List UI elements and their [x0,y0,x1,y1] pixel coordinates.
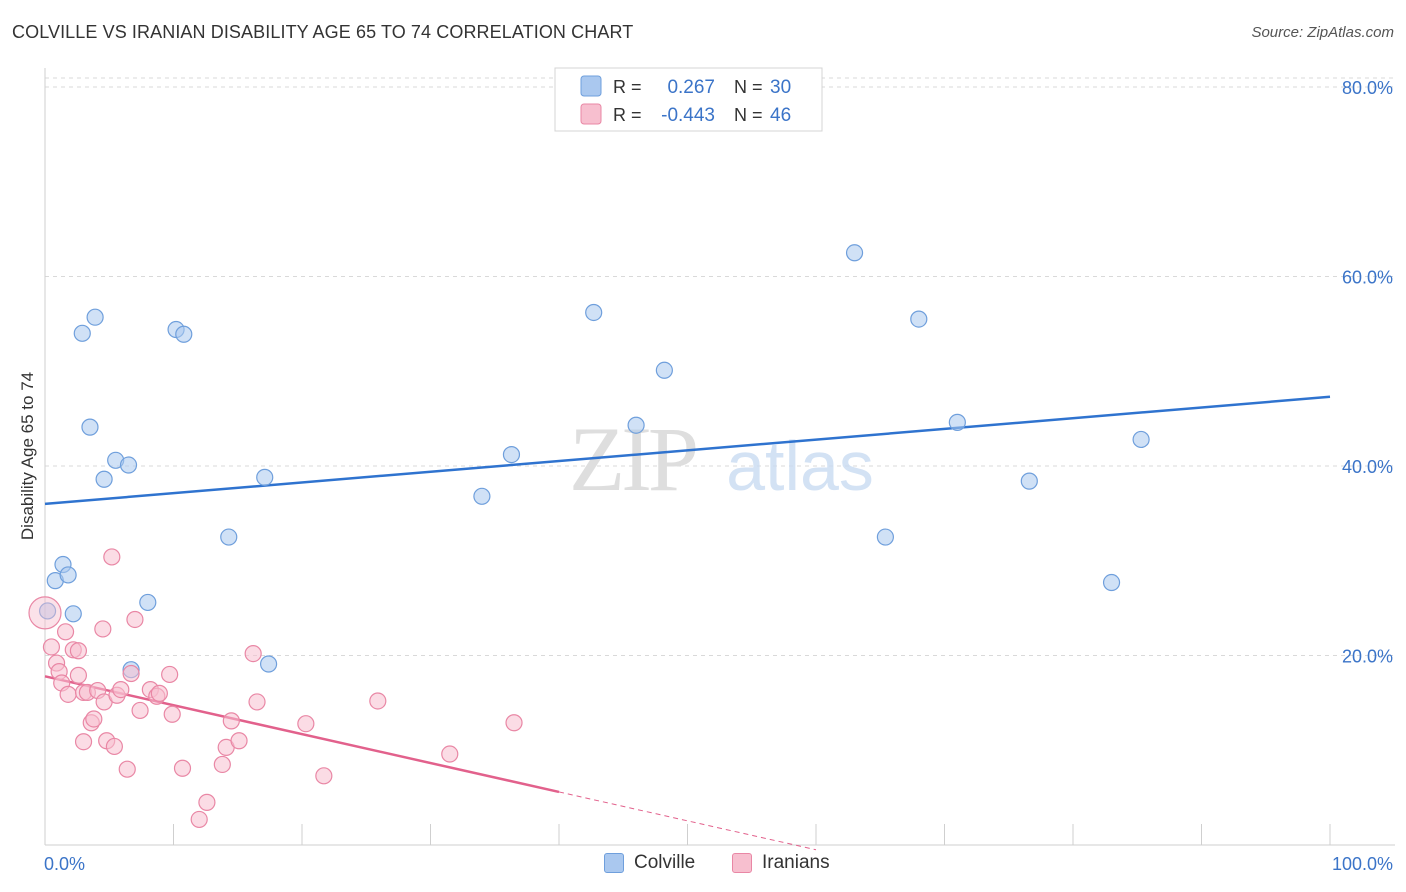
point-iranians [441,745,459,763]
point-colville [38,602,57,620]
watermark: ZIP atlas [569,408,874,510]
x-tick-labels: 0.0% 100.0% [44,854,1393,874]
point-iranians [198,793,216,811]
point-colville [1132,430,1150,449]
legend-top: R = 0.267 N = 30 R = -0.443 N = 46 [554,67,823,132]
point-iranians [173,759,192,777]
point-iranians [161,665,179,684]
point-colville [876,528,894,546]
point-iranians [59,685,77,703]
point-colville [95,470,113,488]
chart-title: COLVILLE VS IRANIAN DISABILITY AGE 65 TO… [12,22,634,42]
y-tick-labels: 20.0% 40.0% 60.0% 80.0% [1342,78,1393,667]
trend-line-iranians-extension [558,791,817,851]
legend-swatch-iranians [580,103,602,125]
point-iranians [105,737,123,756]
point-iranians [69,642,88,660]
legend-n-value-iranians: 46 [770,105,791,126]
source-label: Source: ZipAtlas.com [1251,24,1394,41]
data-points [28,244,1150,829]
point-colville [81,418,99,436]
point-colville [627,416,645,434]
point-iranians [126,610,144,629]
point-iranians [85,710,103,728]
y-tick-label: 80.0% [1342,78,1393,98]
point-iranians [74,733,93,751]
point-iranians [369,692,387,710]
point-iranians [122,664,140,683]
watermark-atlas: atlas [726,427,874,505]
point-iranians [230,732,248,750]
legend-r-value-colville: 0.267 [667,77,715,98]
legend-swatch-colville [580,75,602,97]
point-colville [259,655,278,673]
axes [44,68,1395,846]
y-tick-label: 20.0% [1342,646,1393,666]
point-iranians [163,705,181,723]
legend-label-colville: Colville [634,852,696,873]
point-iranians [505,714,523,732]
point-iranians [150,684,168,702]
legend-r-label-colville: R = [613,77,642,97]
point-colville [948,413,966,431]
point-colville [473,487,491,505]
y-tick-label: 40.0% [1342,457,1393,477]
point-colville [119,456,138,474]
point-iranians [103,548,121,566]
legend-n-value-colville: 30 [770,77,791,98]
point-colville [502,446,521,464]
point-colville [64,605,82,623]
point-iranians [118,760,136,778]
point-colville [585,303,603,322]
point-colville [655,361,673,379]
point-iranians [112,680,130,699]
legend-r-label-iranians: R = [613,105,642,125]
legend-label-iranians: Iranians [762,852,830,873]
point-iranians [248,693,266,711]
point-iranians [315,767,333,785]
point-iranians [56,623,75,641]
point-colville [910,310,928,328]
legend-bottom: Colville Iranians [0,852,1406,878]
y-axis-label: Disability Age 65 to 74 [18,372,37,540]
point-colville [86,308,104,326]
legend-n-label-iranians: N = [734,105,763,125]
x-tick-label-max: 100.0% [1332,854,1393,874]
trend-line-colville [44,395,1331,506]
point-colville [175,325,193,343]
legend-r-value-iranians: -0.443 [661,105,715,126]
point-iranians [244,644,262,663]
point-iranians [94,620,112,638]
point-iranians [297,715,315,733]
point-iranians [131,701,149,720]
y-tick-label: 60.0% [1342,267,1393,287]
point-colville [59,566,77,584]
point-colville [256,468,274,486]
legend-n-label-colville: N = [734,77,763,97]
trend-lines [44,395,1331,851]
gridlines [45,77,1395,656]
point-colville [1102,573,1121,592]
legend-swatch-colville-bottom [604,853,624,873]
x-ticks [44,824,1331,845]
legend-item-iranians: Iranians [732,852,830,874]
point-colville [220,528,238,546]
point-iranians [42,638,61,656]
legend-swatch-iranians-bottom [732,853,752,873]
point-colville [1020,472,1038,490]
point-colville [845,244,864,262]
point-iranians [28,596,62,630]
point-colville [73,324,91,342]
point-iranians [190,810,208,829]
point-iranians [213,755,231,774]
point-colville [139,593,157,612]
point-iranians [222,712,240,730]
x-tick-label-min: 0.0% [44,854,85,874]
point-iranians [69,666,88,684]
trend-line-iranians [44,675,560,794]
legend-item-colville: Colville [604,852,695,874]
